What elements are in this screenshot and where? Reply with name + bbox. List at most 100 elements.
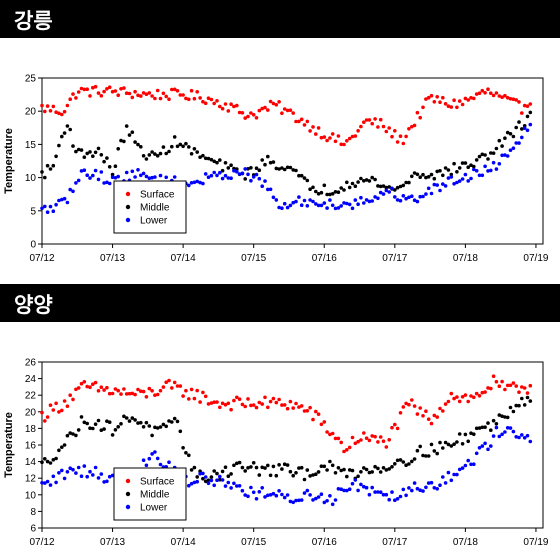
data-point <box>449 172 454 177</box>
data-point <box>74 471 78 475</box>
data-point <box>319 492 324 496</box>
y-tick-label: 18 <box>25 424 37 435</box>
data-point <box>314 132 318 136</box>
data-point <box>68 187 72 192</box>
data-point <box>62 131 67 135</box>
data-point <box>370 485 375 490</box>
y-axis-label: Temperature <box>3 412 15 478</box>
data-point <box>57 448 61 453</box>
data-point <box>285 493 290 497</box>
data-point <box>274 198 279 202</box>
data-point <box>424 485 428 490</box>
data-point <box>277 167 281 171</box>
data-point <box>201 390 205 395</box>
data-point <box>223 484 228 488</box>
data-point <box>164 151 168 156</box>
data-point <box>235 484 239 488</box>
data-point <box>57 111 61 116</box>
data-point <box>167 97 171 101</box>
data-point <box>517 120 521 124</box>
data-point <box>93 422 98 426</box>
data-point <box>410 459 414 464</box>
y-tick-label: 5 <box>30 206 36 217</box>
data-point <box>415 486 420 491</box>
data-point <box>508 426 513 430</box>
data-point <box>172 416 177 421</box>
data-point <box>192 180 197 185</box>
series-middle <box>40 395 533 484</box>
data-point <box>469 431 473 435</box>
data-point <box>362 466 366 470</box>
data-point <box>299 203 304 207</box>
data-point <box>435 95 440 99</box>
data-point <box>91 173 95 178</box>
data-point <box>107 391 112 396</box>
data-point <box>455 440 459 444</box>
data-point <box>477 154 482 159</box>
data-point <box>314 496 318 501</box>
data-point <box>229 407 233 412</box>
data-point <box>147 456 152 461</box>
data-point <box>175 89 180 93</box>
data-point <box>76 428 81 432</box>
data-point <box>124 392 129 396</box>
data-point <box>466 179 471 183</box>
data-point <box>249 111 253 115</box>
data-point <box>457 99 462 103</box>
data-point <box>469 163 473 167</box>
data-point <box>167 460 171 464</box>
panel-title-banner: 양양 <box>0 284 560 322</box>
data-point <box>412 457 417 461</box>
data-point <box>328 459 332 464</box>
data-point <box>260 486 265 490</box>
data-point <box>203 156 208 161</box>
data-point <box>201 99 205 104</box>
data-point <box>525 114 530 119</box>
data-point <box>51 104 56 109</box>
data-point <box>195 90 199 94</box>
data-point <box>110 391 115 396</box>
data-point <box>522 403 527 407</box>
data-point <box>181 446 185 450</box>
data-point <box>155 456 160 461</box>
data-point <box>418 444 423 449</box>
data-point <box>158 151 163 156</box>
data-point <box>421 453 425 458</box>
data-point <box>82 155 87 159</box>
data-point <box>184 96 188 101</box>
x-tick-label: 07/13 <box>100 537 125 548</box>
data-point <box>144 420 149 425</box>
data-point <box>353 134 358 138</box>
data-point <box>305 119 310 124</box>
data-point <box>110 175 115 179</box>
data-point <box>474 158 479 162</box>
data-point <box>54 456 58 461</box>
data-point <box>302 176 307 180</box>
data-point <box>339 142 344 147</box>
data-point <box>178 93 183 97</box>
data-point <box>466 439 471 444</box>
data-point <box>60 134 64 139</box>
data-point <box>330 502 335 507</box>
data-point <box>43 204 47 209</box>
data-point <box>48 167 53 171</box>
data-point <box>285 463 290 467</box>
data-point <box>457 166 462 170</box>
data-point <box>384 185 389 190</box>
data-point <box>429 191 434 196</box>
data-point <box>158 425 163 429</box>
data-point <box>280 166 284 170</box>
data-point <box>452 182 456 186</box>
y-tick-label: 0 <box>30 240 36 251</box>
data-point <box>528 439 533 444</box>
data-point <box>249 166 253 170</box>
data-point <box>51 408 56 412</box>
data-point <box>144 463 149 468</box>
data-point <box>316 203 321 208</box>
data-point <box>68 431 72 435</box>
data-point <box>412 171 417 175</box>
data-point <box>62 196 67 201</box>
data-point <box>452 472 456 477</box>
data-point <box>378 435 383 439</box>
data-point <box>364 467 369 472</box>
